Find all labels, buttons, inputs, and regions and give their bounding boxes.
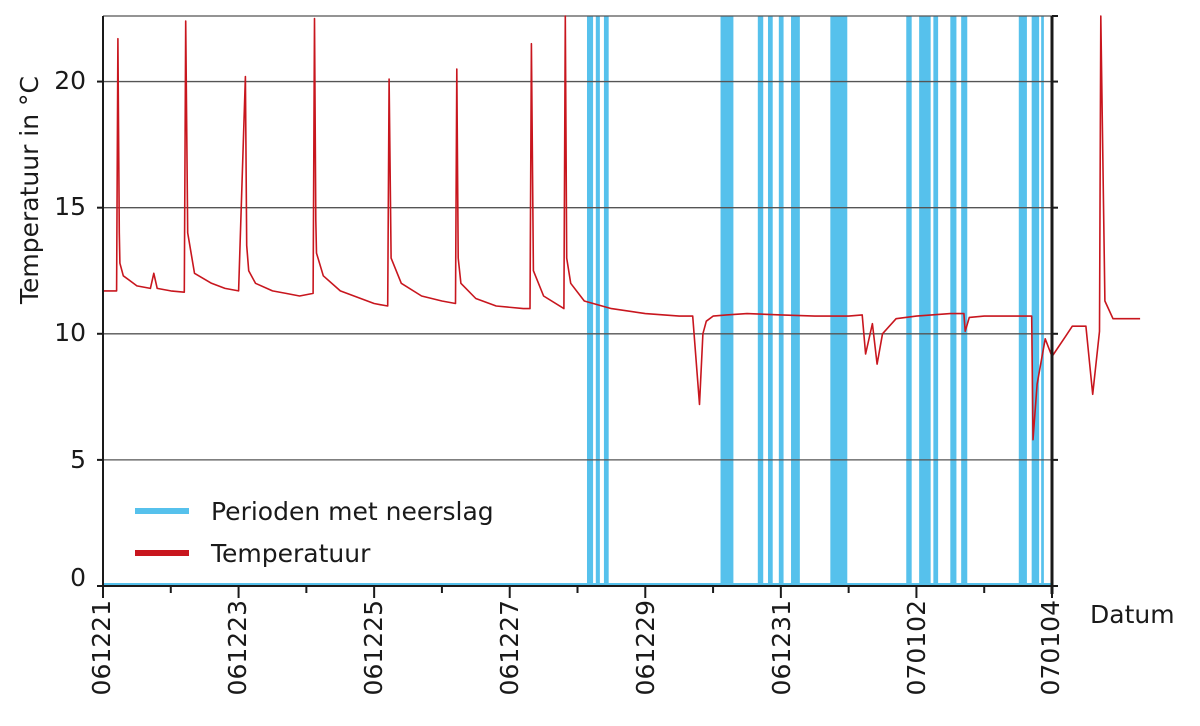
temperature-line [103,15,1141,441]
y-axis-label: Temperatuur in °C [15,76,44,305]
x-tick-061231: 061231 [767,600,796,696]
legend-label-temperature: Temperatuur [211,538,371,568]
precipitation-band [950,16,957,586]
y-tick-5: 5 [70,445,86,474]
precipitation-band [1031,16,1040,586]
precipitation-band [961,16,968,586]
legend-item-precipitation: Perioden met neerslag [135,490,494,532]
legend-label-precipitation: Perioden met neerslag [211,496,494,526]
legend: Perioden met neerslag Temperatuur [135,490,494,574]
precipitation-band [757,16,764,586]
precipitation-band [919,16,931,586]
precipitation-baseline [103,583,1052,586]
gridlines [103,15,1052,461]
y-tick-0: 0 [70,563,86,592]
temperature-swatch-icon [135,550,189,556]
y-tick-20: 20 [54,66,86,95]
precipitation-swatch-icon [135,508,189,514]
y-tick-15: 15 [54,192,86,221]
x-tick-061229: 061229 [631,600,660,696]
precipitation-band [830,16,848,586]
x-tick-061221: 061221 [87,600,116,696]
precipitation-band [1041,16,1044,586]
precipitation-band [767,16,773,586]
precipitation-band [778,16,784,586]
x-tick-061227: 061227 [495,600,524,696]
x-tick-070104: 070104 [1036,600,1065,696]
precipitation-band [586,16,594,586]
precipitation-band [1018,16,1027,586]
precipitation-band [933,16,939,586]
precipitation-band [906,16,912,586]
x-tick-061223: 061223 [223,600,252,696]
axes [97,15,1058,598]
precipitation-band [720,16,734,586]
x-axis-label: Datum [1090,600,1175,629]
precipitation-band [791,16,800,586]
legend-item-temperature: Temperatuur [135,532,494,574]
precipitation-bands [103,16,1052,586]
x-tick-061225: 061225 [359,600,388,696]
precipitation-band [603,16,609,586]
precipitation-band [595,16,600,586]
y-tick-10: 10 [54,318,86,347]
x-tick-070102: 070102 [902,600,931,696]
